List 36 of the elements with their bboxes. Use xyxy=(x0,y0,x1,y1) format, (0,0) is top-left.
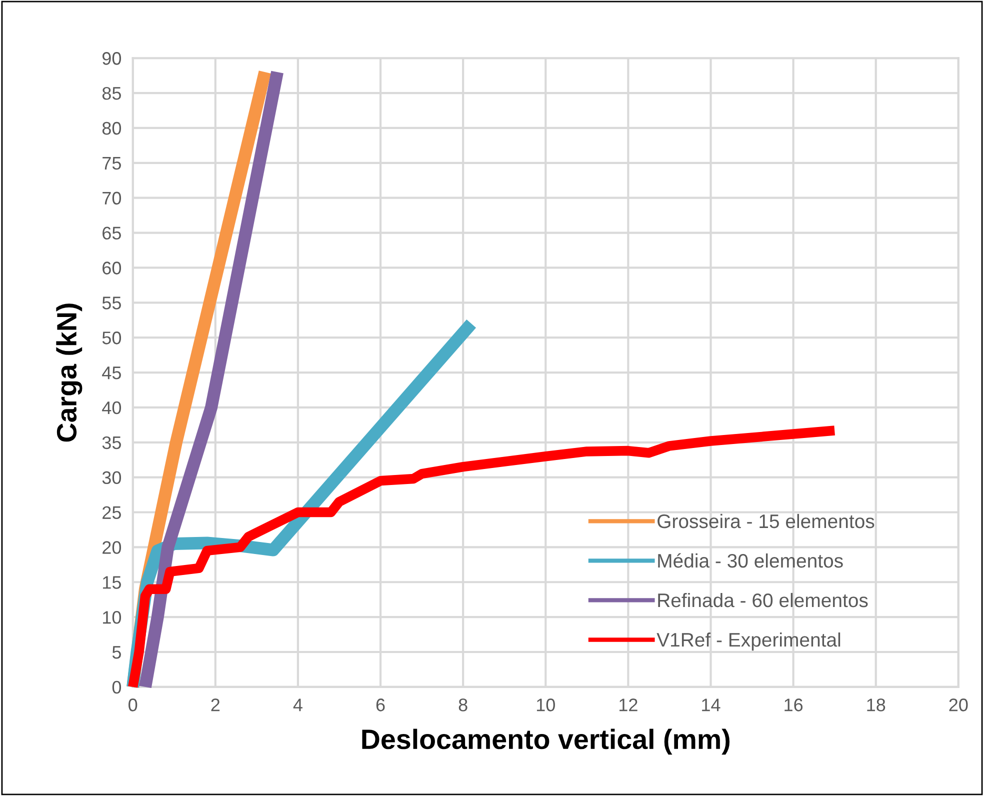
legend-label: V1Ref - Experimental xyxy=(656,632,840,651)
y-tick-label: 0 xyxy=(112,680,122,694)
y-tick-label: 15 xyxy=(103,576,121,589)
x-tick-label: 12 xyxy=(620,698,638,712)
y-tick-label: 45 xyxy=(102,366,121,380)
y-tick-label: 65 xyxy=(102,226,121,240)
x-tick-label: 8 xyxy=(458,698,468,712)
y-tick-label: 35 xyxy=(102,436,121,450)
legend-label: Refinada - 60 elementos xyxy=(658,592,868,608)
x-tick-label: 6 xyxy=(376,698,385,712)
y-tick-label: 90 xyxy=(102,52,122,65)
y-tick-label: 75 xyxy=(102,157,121,170)
x-tick-label: 16 xyxy=(784,698,803,712)
y-tick-label: 10 xyxy=(103,611,122,624)
x-tick-label: 0 xyxy=(128,698,138,712)
y-tick-label: 40 xyxy=(102,401,122,414)
x-tick-label: 14 xyxy=(702,698,720,712)
y-tick-label: 20 xyxy=(102,541,122,554)
legend-label: Média - 30 elementos xyxy=(658,553,843,568)
y-axis-title: Carga (kN) xyxy=(56,304,82,442)
y-tick-label: 80 xyxy=(102,122,122,135)
x-tick-label: 18 xyxy=(867,698,886,712)
legend-label: Grosseira - 15 elementos xyxy=(658,514,874,528)
y-tick-label: 50 xyxy=(102,332,122,344)
y-tick-label: 85 xyxy=(102,86,121,100)
y-tick-label: 5 xyxy=(112,646,121,659)
x-tick-label: 4 xyxy=(293,698,302,712)
x-tick-label: 10 xyxy=(536,698,555,712)
y-tick-label: 55 xyxy=(102,296,121,310)
y-tick-label: 30 xyxy=(102,471,122,484)
y-tick-label: 60 xyxy=(102,262,122,274)
y-tick-label: 70 xyxy=(102,192,122,205)
y-tick-label: 25 xyxy=(102,506,121,519)
x-axis-title: Deslocamento vertical (mm) xyxy=(362,728,730,755)
x-tick-label: 20 xyxy=(949,698,968,712)
x-tick-label: 2 xyxy=(211,698,220,712)
